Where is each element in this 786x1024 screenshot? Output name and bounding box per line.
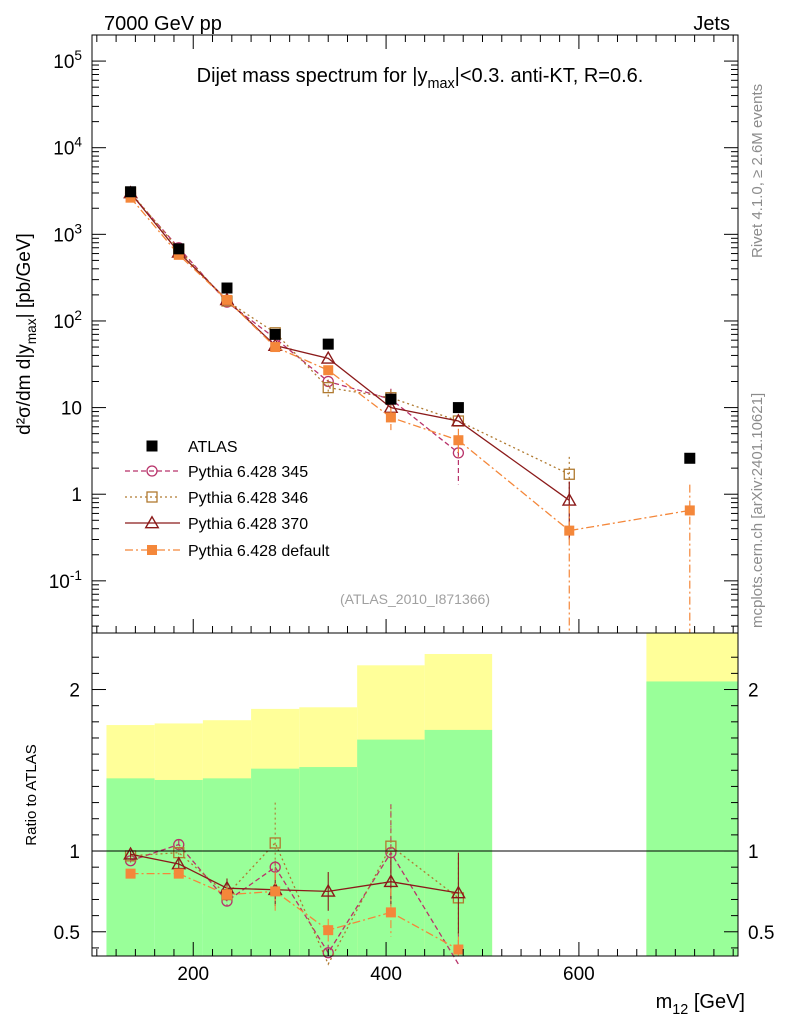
data-point [123, 846, 139, 860]
beam-energy-label: 7000 GeV pp [104, 13, 222, 35]
main-y-axis-label: d²σ/dm d|ymax| [pb/GeV] [14, 233, 39, 435]
mcplots-reference-label: mcplots.cern.ch [arXiv:2401.10621] [749, 393, 766, 628]
series-line [130, 191, 570, 475]
data-point [453, 435, 464, 446]
main-y-tick-label: 103 [53, 221, 82, 246]
data-point [146, 491, 158, 503]
data-point [269, 837, 281, 849]
data-point [146, 465, 158, 477]
ratio-uncertainty-bands [106, 633, 738, 956]
data-point [144, 515, 160, 529]
data-point [270, 886, 281, 897]
analysis-tag: (ATLAS_2010_I871366) [340, 591, 490, 607]
data-point [125, 868, 136, 879]
legend-entry: Pythia 6.428 default [125, 543, 330, 560]
main-y-tick-label: 1 [71, 485, 82, 506]
series-pythia-6-428-370 [123, 185, 577, 540]
data-point [322, 381, 334, 394]
x-tick-labels: 200 400 600 [177, 964, 594, 985]
ratio-y-tick-label-right: 1 [748, 842, 759, 863]
data-point [221, 282, 233, 294]
data-point [125, 186, 137, 198]
series-pythia-6-428-346 [124, 186, 575, 508]
legend-label: ATLAS [188, 439, 238, 456]
main-y-tick-labels: 10-1 1 10 102 103 104 105 [49, 48, 83, 593]
main-y-tick-label: 102 [53, 308, 82, 333]
main-y-tick-label: 104 [53, 135, 82, 160]
data-point [385, 393, 397, 405]
ratio-y-tick-label: 2 [69, 681, 80, 702]
legend-label: Pythia 6.428 default [188, 543, 330, 560]
legend-entry: Pythia 6.428 345 [125, 464, 308, 481]
ratio-y-tick-label-right: 0.5 [748, 923, 774, 944]
data-point [221, 294, 232, 305]
data-point [173, 249, 184, 260]
series-line [130, 192, 570, 501]
data-point [452, 402, 464, 414]
main-y-tick-label: 105 [53, 48, 82, 73]
data-point [564, 525, 575, 536]
series-pythia-6-428-345 [124, 187, 465, 485]
data-point [171, 856, 187, 870]
data-point [322, 947, 334, 959]
data-point [450, 885, 466, 899]
data-point [173, 868, 184, 879]
data-point [323, 925, 334, 936]
legend-entry: Pythia 6.428 370 [125, 515, 308, 533]
data-point [684, 505, 695, 516]
series-pythia-6-428-default [125, 192, 695, 633]
ratio-y-tick-label: 0.5 [54, 923, 80, 944]
ratio-panel-series [123, 802, 466, 966]
ratio-band-green [106, 778, 155, 956]
data-point [385, 907, 396, 918]
series-line [130, 193, 459, 454]
data-point [146, 440, 158, 452]
x-tick-label: 400 [370, 964, 402, 985]
data-point [270, 342, 281, 353]
data-point [684, 452, 696, 464]
data-point [561, 492, 577, 506]
ratio-y-tick-label: 1 [69, 842, 80, 863]
main-panel-series [123, 185, 696, 633]
data-point [320, 883, 336, 897]
ratio-band-green [202, 778, 252, 956]
ratio-y-axis-label: Ratio to ATLAS [23, 744, 40, 845]
series-line [130, 197, 690, 532]
data-point [322, 338, 334, 350]
legend-label: Pythia 6.428 370 [188, 516, 308, 533]
ratio-y-tick-label-right: 2 [748, 681, 759, 702]
chart-title: Dijet mass spectrum for |ymax|<0.3. anti… [197, 65, 644, 92]
rivet-version-label: Rivet 4.1.0, ≥ 2.6M events [749, 84, 766, 258]
axis-ticks [92, 34, 738, 956]
ratio-band-green [646, 681, 738, 956]
legend-label: Pythia 6.428 346 [188, 490, 308, 507]
series-atlas [125, 186, 696, 464]
data-point [563, 468, 575, 480]
data-point [383, 874, 399, 888]
x-axis-label: m12 [GeV] [656, 991, 745, 1018]
legend: ATLAS Pythia 6.428 345 Pythia 6.428 346 Pyt… [125, 439, 330, 560]
data-point [385, 412, 396, 423]
data-point [173, 243, 185, 255]
ratio-panel-frame [91, 632, 739, 957]
legend-entry: Pythia 6.428 346 [125, 490, 308, 507]
legend-entry: ATLAS [146, 439, 238, 456]
process-label: Jets [693, 13, 730, 35]
data-point [269, 328, 281, 340]
ratio-y-tick-labels: 0.5 0.5 1 1 2 2 [54, 681, 775, 944]
main-y-tick-label: 10-1 [49, 568, 82, 593]
legend-label: Pythia 6.428 345 [188, 464, 308, 481]
data-point [450, 413, 466, 427]
data-point [323, 365, 334, 376]
ratio-pythia-6-428-default [125, 868, 464, 956]
main-y-tick-label: 10 [61, 399, 82, 420]
x-tick-label: 200 [177, 964, 209, 985]
x-tick-label: 600 [563, 964, 595, 985]
data-point [221, 889, 232, 900]
data-point [453, 944, 464, 955]
data-point [125, 192, 136, 203]
data-point [147, 545, 157, 555]
data-point [320, 350, 336, 364]
